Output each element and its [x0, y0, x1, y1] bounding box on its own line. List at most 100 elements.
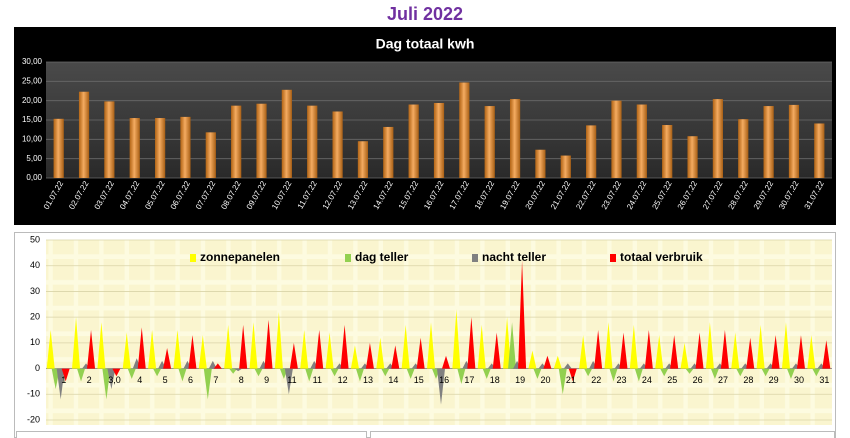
x-tick-label: 1: [61, 375, 66, 385]
spike: [609, 368, 618, 382]
bar-shine: [408, 104, 419, 178]
legend-label: nacht teller: [482, 250, 546, 264]
x-tick-label: 13: [363, 375, 373, 385]
spike: [467, 317, 476, 369]
bar-shine: [738, 119, 749, 178]
bar-shine: [357, 141, 369, 178]
spike: [457, 368, 466, 384]
spike: [188, 335, 197, 369]
spike: [807, 335, 816, 369]
bar-shine: [763, 106, 774, 178]
spike: [781, 322, 790, 369]
x-tick-label: 31: [819, 375, 829, 385]
bar-shine: [509, 99, 521, 178]
bar-shine: [53, 118, 64, 178]
x-tick-label: 27: [718, 375, 728, 385]
y-tick-label: 40: [30, 260, 40, 270]
y-tick-label: 30,00: [22, 57, 43, 66]
legend-label: zonnepanelen: [200, 250, 280, 264]
bar-shine: [129, 118, 140, 178]
panel: [16, 431, 367, 438]
spike: [634, 368, 643, 382]
bar-shine: [104, 101, 115, 178]
spike: [284, 368, 293, 395]
x-tick-label: 4: [137, 375, 142, 385]
spike: [330, 368, 339, 377]
spike: [350, 345, 359, 369]
spike: [127, 368, 136, 379]
spike: [46, 330, 55, 369]
plot-area: [46, 240, 832, 425]
spike: [107, 368, 116, 390]
spike: [705, 322, 714, 369]
x-tick-label: 2: [87, 375, 92, 385]
bar-shine: [560, 155, 571, 178]
spike: [376, 337, 385, 369]
spike: [208, 360, 217, 369]
spike: [122, 332, 131, 369]
spike: [452, 309, 461, 369]
spike: [153, 368, 162, 377]
spike: [812, 368, 821, 377]
spike: [300, 330, 309, 369]
x-tick-label: 6: [188, 375, 193, 385]
spike: [148, 330, 157, 369]
spike: [619, 332, 628, 369]
x-tick-label: 19: [515, 375, 525, 385]
spike: [786, 368, 795, 379]
x-tick-label: 17: [464, 375, 474, 385]
spike: [563, 363, 572, 369]
x-tick-label: 11: [287, 375, 296, 385]
spike: [695, 332, 704, 369]
spike: [416, 337, 425, 369]
x-tick-label: 23: [617, 375, 627, 385]
spike: [746, 337, 755, 369]
bar-shine: [611, 100, 622, 178]
spike: [680, 342, 689, 369]
spike: [655, 335, 664, 369]
y-tick-label: -20: [27, 414, 40, 424]
spike: [401, 324, 410, 369]
spike: [137, 327, 146, 369]
x-tick-label: 11: [313, 375, 322, 385]
x-tick-label: 30: [794, 375, 804, 385]
bar-shine: [535, 149, 546, 178]
bar-shine: [484, 106, 495, 178]
spike: [264, 319, 273, 369]
y-tick-label: -10: [27, 389, 40, 399]
spike: [305, 368, 314, 382]
panel: [370, 431, 835, 438]
spike: [254, 368, 263, 377]
x-tick-label: 9: [264, 375, 269, 385]
spike: [315, 330, 324, 369]
bar-shine: [180, 116, 191, 178]
bar-shine: [307, 105, 318, 178]
spike: [173, 330, 182, 369]
spike: [477, 324, 486, 369]
spike: [528, 350, 537, 369]
x-tick-label: 14: [388, 375, 398, 385]
spike: [77, 368, 86, 382]
spike: [274, 312, 283, 369]
spike: [492, 332, 501, 369]
spike: [56, 368, 65, 400]
spike: [685, 368, 694, 374]
spike: [604, 322, 613, 369]
x-tick-label: 12: [338, 375, 348, 385]
page-title: Juli 2022: [387, 4, 463, 24]
spike: [97, 322, 106, 369]
spike: [553, 355, 562, 369]
x-tick-label: 24: [642, 375, 652, 385]
bar-shine: [687, 136, 698, 178]
x-tick-label: 15: [414, 375, 424, 385]
legend-label: totaal verbruik: [620, 250, 703, 264]
bar-shine: [814, 123, 825, 178]
x-tick-label: 7: [213, 375, 218, 385]
spike: [710, 368, 719, 379]
y-tick-label: 15,00: [22, 115, 43, 124]
spike: [508, 322, 517, 369]
spike: [112, 368, 121, 377]
bar-shine: [636, 104, 647, 178]
y-tick-label: 30: [30, 286, 40, 296]
